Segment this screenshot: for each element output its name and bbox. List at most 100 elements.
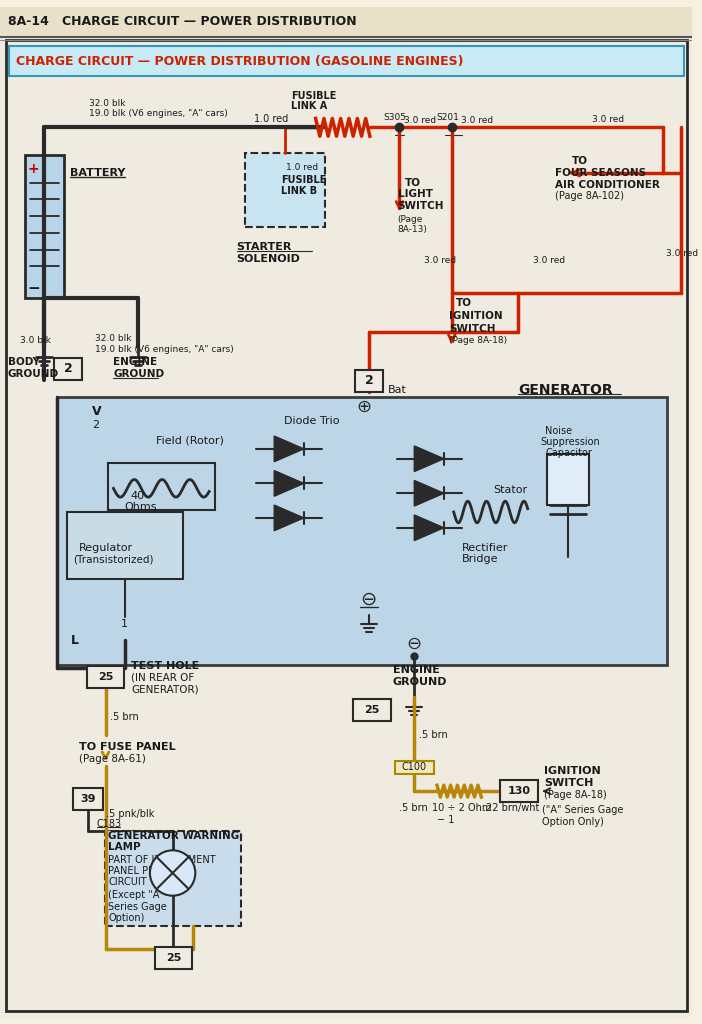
Bar — [73, 788, 102, 810]
Text: − 1: − 1 — [437, 815, 454, 824]
Text: Ohms: Ohms — [124, 502, 157, 512]
Text: SWITCH: SWITCH — [545, 778, 594, 788]
Bar — [244, 153, 326, 227]
Text: 39: 39 — [80, 794, 95, 804]
Text: FOUR SEASONS: FOUR SEASONS — [555, 168, 647, 178]
Text: 3.0 red: 3.0 red — [592, 115, 624, 124]
Bar — [155, 947, 192, 969]
Text: ENGINE: ENGINE — [114, 357, 157, 367]
Polygon shape — [414, 515, 444, 541]
Text: LINK B: LINK B — [281, 186, 317, 197]
Text: (Except "A": (Except "A" — [109, 890, 164, 900]
Polygon shape — [414, 445, 444, 472]
Text: Bridge: Bridge — [462, 554, 498, 564]
Text: .5 pnk/blk: .5 pnk/blk — [105, 809, 154, 819]
Text: IGNITION: IGNITION — [449, 310, 503, 321]
Text: 40: 40 — [130, 492, 145, 501]
Text: 8A-14   CHARGE CIRCUIT — POWER DISTRIBUTION: 8A-14 CHARGE CIRCUIT — POWER DISTRIBUTIO… — [8, 15, 357, 29]
Polygon shape — [274, 505, 304, 530]
Bar — [67, 512, 183, 580]
Bar — [548, 454, 589, 505]
Polygon shape — [414, 480, 444, 506]
Text: GROUND: GROUND — [392, 677, 447, 687]
Text: Capacitor: Capacitor — [545, 447, 592, 458]
Text: 25: 25 — [166, 952, 181, 963]
Bar — [54, 358, 82, 380]
Text: 3.0 blk: 3.0 blk — [20, 336, 51, 345]
Text: ⊕: ⊕ — [357, 397, 371, 416]
Text: (Page 8A-61): (Page 8A-61) — [79, 754, 146, 764]
Text: LAMP: LAMP — [109, 843, 141, 852]
Text: C183: C183 — [97, 818, 121, 828]
Text: 25: 25 — [364, 706, 380, 715]
Text: FUSIBLE: FUSIBLE — [281, 175, 326, 184]
Text: GENERATOR): GENERATOR) — [131, 684, 199, 694]
Text: PART OF INSTRUMENT: PART OF INSTRUMENT — [109, 855, 216, 865]
Text: TO FUSE PANEL: TO FUSE PANEL — [79, 741, 176, 752]
Text: GENERATOR WARNING: GENERATOR WARNING — [109, 830, 240, 841]
Text: GROUND: GROUND — [8, 369, 59, 379]
Text: 2: 2 — [64, 362, 72, 376]
Text: TEST HOLE: TEST HOLE — [131, 660, 199, 671]
Text: LINK A: LINK A — [291, 100, 327, 111]
Text: ⊖: ⊖ — [361, 589, 377, 608]
Text: FUSIBLE: FUSIBLE — [291, 91, 336, 100]
Text: (Transistorized): (Transistorized) — [73, 554, 154, 564]
Text: L: L — [71, 634, 79, 647]
Bar — [355, 370, 383, 391]
Text: (Page 8A-102): (Page 8A-102) — [555, 191, 624, 202]
Text: GENERATOR: GENERATOR — [518, 383, 612, 396]
Circle shape — [150, 850, 195, 896]
Text: PANEL PRINTED: PANEL PRINTED — [109, 866, 185, 877]
Text: BATTERY: BATTERY — [70, 168, 126, 178]
Text: 130: 130 — [508, 786, 530, 796]
Text: GROUND: GROUND — [114, 369, 164, 379]
Text: IGNITION: IGNITION — [545, 766, 601, 776]
Bar — [500, 780, 538, 802]
Text: +: + — [27, 162, 39, 176]
Text: TO: TO — [456, 298, 472, 308]
Text: BODY: BODY — [8, 357, 40, 367]
Text: (Page 8A-18): (Page 8A-18) — [545, 791, 607, 800]
Text: 1: 1 — [120, 620, 127, 630]
Text: LIGHT: LIGHT — [397, 189, 432, 200]
Text: Diode Trio: Diode Trio — [284, 416, 340, 426]
Text: 2: 2 — [92, 420, 99, 430]
Bar — [9, 46, 684, 76]
Text: C100: C100 — [402, 763, 427, 772]
Text: Regulator: Regulator — [79, 543, 133, 553]
Text: 8A-13): 8A-13) — [397, 225, 428, 234]
Text: .5 brn: .5 brn — [399, 803, 428, 813]
Text: Suppression: Suppression — [541, 437, 600, 446]
Text: Series Gage: Series Gage — [109, 901, 167, 911]
Text: CIRCUIT: CIRCUIT — [109, 877, 147, 887]
Text: TO: TO — [404, 177, 420, 187]
Text: (Page 8A-18): (Page 8A-18) — [449, 336, 507, 345]
Text: Option): Option) — [109, 913, 145, 924]
Text: 3.0 red: 3.0 red — [665, 249, 698, 258]
Text: .22 brn/wht: .22 brn/wht — [483, 803, 540, 813]
Text: SWITCH: SWITCH — [449, 324, 496, 334]
Bar — [353, 699, 390, 721]
Bar — [57, 396, 667, 665]
Bar — [395, 761, 434, 774]
Text: Option Only): Option Only) — [543, 817, 604, 826]
Text: (IN REAR OF: (IN REAR OF — [131, 673, 194, 683]
Text: TO: TO — [572, 156, 588, 166]
Text: S201: S201 — [437, 113, 459, 122]
Text: AIR CONDITIONER: AIR CONDITIONER — [555, 179, 660, 189]
Bar — [109, 463, 215, 510]
Bar — [87, 666, 124, 687]
Text: .5 brn: .5 brn — [110, 712, 139, 722]
Text: .5 brn: .5 brn — [419, 730, 448, 740]
Text: Rectifier: Rectifier — [462, 543, 508, 553]
Bar — [0, 7, 692, 37]
Text: 19.0 blk (V6 engines, "A" cars): 19.0 blk (V6 engines, "A" cars) — [88, 109, 227, 118]
Text: 1.0 red: 1.0 red — [255, 115, 289, 125]
Polygon shape — [274, 436, 304, 462]
Text: −: − — [27, 281, 41, 296]
Text: 3.0 red: 3.0 red — [404, 116, 437, 125]
Text: V: V — [92, 404, 101, 418]
Text: 3.0 red: 3.0 red — [424, 256, 456, 265]
Text: SWITCH: SWITCH — [397, 202, 444, 211]
